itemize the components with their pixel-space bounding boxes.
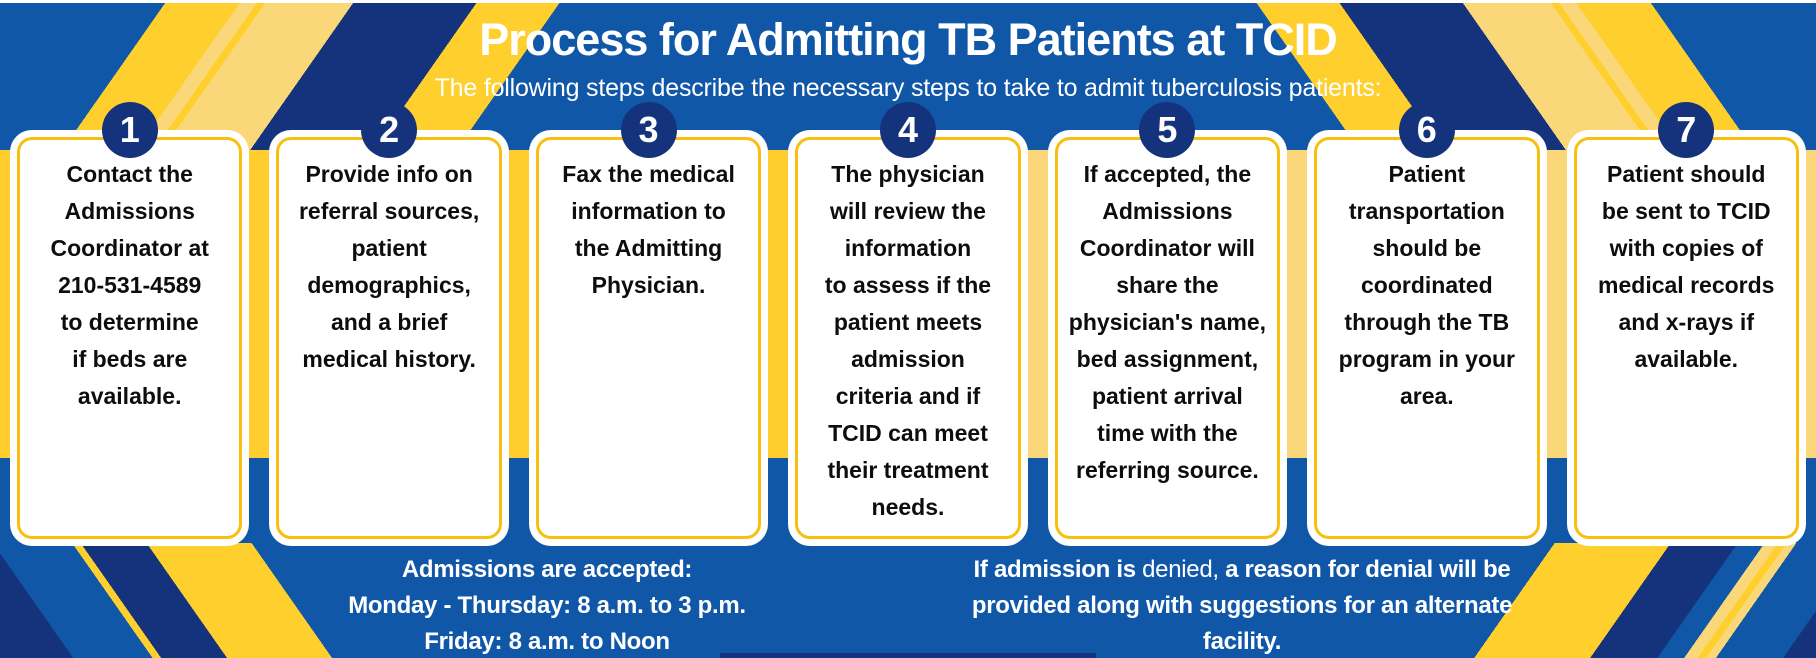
step-card-4: 4 The physician will review the informat…: [788, 102, 1028, 546]
step-card-3: 3 Fax the medical information to the Adm…: [528, 102, 769, 546]
step-card-7: 7 Patient should be sent to TCID with co…: [1566, 102, 1806, 546]
corner-stripes-bottom-right: [1096, 543, 1816, 658]
denial-notice-lead: If admission is: [973, 556, 1137, 583]
step-text: Contact the Admissions Coordinator at 21…: [50, 161, 209, 409]
denial-notice-denied-word: denied,: [1142, 556, 1219, 583]
step-text: Patient should be sent to TCID with copi…: [1598, 161, 1775, 372]
step-number-badge: 7: [1658, 102, 1715, 158]
step-number-badge: 4: [879, 102, 936, 158]
corner-stripes-bottom-left: [0, 543, 720, 658]
page-subtitle: The following steps describe the necessa…: [434, 74, 1382, 102]
bottom-edge-bar: [0, 653, 1816, 658]
step-text: If accepted, the Admissions Coordinator …: [1068, 161, 1266, 483]
page-title: Process for Admitting TB Patients at TCI…: [479, 14, 1337, 65]
step-text: Provide info on referral sources, patien…: [298, 161, 480, 372]
steps-row: 1 Contact the Admissions Coordinator at …: [10, 102, 1806, 546]
step-number-badge: 5: [1139, 102, 1196, 158]
denial-notice: If admission is denied, a reason for den…: [942, 552, 1542, 658]
step-number-badge: 3: [620, 102, 677, 158]
top-edge-strip: [0, 0, 1816, 3]
step-card-1: 1 Contact the Admissions Coordinator at …: [10, 102, 250, 546]
step-card-2: 2 Provide info on referral sources, pati…: [269, 102, 509, 546]
admission-hours: Admissions are accepted: Monday - Thursd…: [348, 556, 746, 655]
header: Process for Admitting TB Patients at TCI…: [0, 0, 1816, 103]
step-number-badge: 2: [361, 102, 418, 158]
step-text: Fax the medical information to the Admit…: [562, 161, 735, 298]
step-text: Patient transportation should be coordin…: [1338, 161, 1515, 409]
step-card-5: 5 If accepted, the Admissions Coordinato…: [1047, 102, 1288, 546]
step-text: The physician will review the informatio…: [824, 161, 992, 520]
step-number-badge: 1: [101, 102, 158, 158]
step-number-badge: 6: [1398, 102, 1455, 158]
step-card-6: 6 Patient transportation should be coord…: [1307, 102, 1547, 546]
denial-notice-rest: a reason for denial will be provided alo…: [971, 556, 1513, 655]
